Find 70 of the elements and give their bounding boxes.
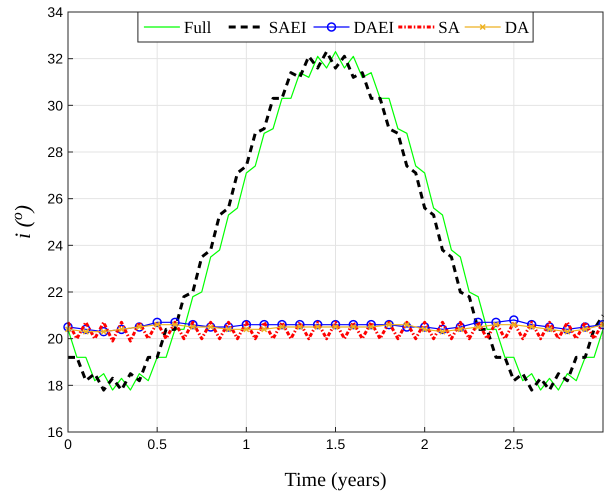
point [277, 320, 287, 330]
point [509, 315, 519, 325]
y-tick-label: 30 [47, 97, 64, 114]
point [580, 322, 590, 332]
point [190, 324, 196, 330]
point [278, 324, 286, 330]
y-tick-label: 24 [47, 237, 64, 254]
point [562, 324, 572, 334]
x-tick-label: 0 [64, 436, 72, 452]
point [350, 324, 357, 330]
point [421, 326, 428, 333]
point [260, 326, 268, 333]
point [172, 321, 178, 328]
legend-label: SA [438, 18, 461, 37]
x-axis-title: Time (years) [284, 469, 387, 491]
point [473, 318, 483, 328]
y-tick-label: 22 [47, 284, 64, 300]
point [546, 326, 553, 333]
point [544, 322, 554, 332]
point [170, 318, 180, 328]
point [402, 322, 412, 332]
y-tick-label: 18 [47, 377, 64, 394]
point [332, 324, 339, 330]
x-tick-label: 1.5 [326, 436, 346, 452]
point [510, 321, 518, 328]
legend-label: SAEI [268, 18, 307, 37]
point [348, 320, 358, 330]
point [439, 328, 446, 335]
point [528, 324, 535, 330]
x-tick-label: 2 [420, 436, 429, 452]
point [312, 320, 322, 330]
point [154, 321, 160, 328]
point [224, 322, 234, 332]
point [81, 324, 91, 334]
point [404, 321, 410, 328]
point [420, 322, 430, 332]
point [63, 322, 73, 332]
point [152, 318, 162, 328]
y-tick-label: 34 [47, 4, 64, 20]
point [188, 320, 198, 330]
x-tick-label: 2.5 [504, 436, 524, 452]
x-tick-label: 0.5 [147, 436, 168, 452]
point [564, 328, 571, 335]
point [295, 320, 305, 330]
point [368, 324, 374, 330]
point [491, 318, 501, 328]
point [582, 326, 588, 333]
point [438, 324, 448, 334]
point [243, 326, 250, 333]
y-tick-label: 26 [47, 190, 64, 207]
y-tick-label: 32 [47, 50, 64, 67]
legend-label: DAEI [354, 18, 394, 37]
point [526, 320, 536, 330]
point [225, 326, 232, 333]
y-tick-label: 20 [47, 330, 64, 347]
point [296, 324, 304, 330]
point [64, 326, 72, 333]
point [457, 326, 464, 333]
point [330, 320, 340, 330]
point [492, 321, 500, 328]
point [314, 324, 321, 330]
legend-label: Full [184, 18, 212, 37]
point [456, 322, 466, 332]
y-tick-label: 16 [47, 424, 64, 440]
x-tick-label: 1 [242, 436, 250, 452]
legend-label: DA [504, 18, 530, 37]
point [474, 324, 482, 330]
point [366, 320, 376, 330]
y-tick-label: 28 [47, 144, 64, 160]
point [82, 328, 90, 335]
